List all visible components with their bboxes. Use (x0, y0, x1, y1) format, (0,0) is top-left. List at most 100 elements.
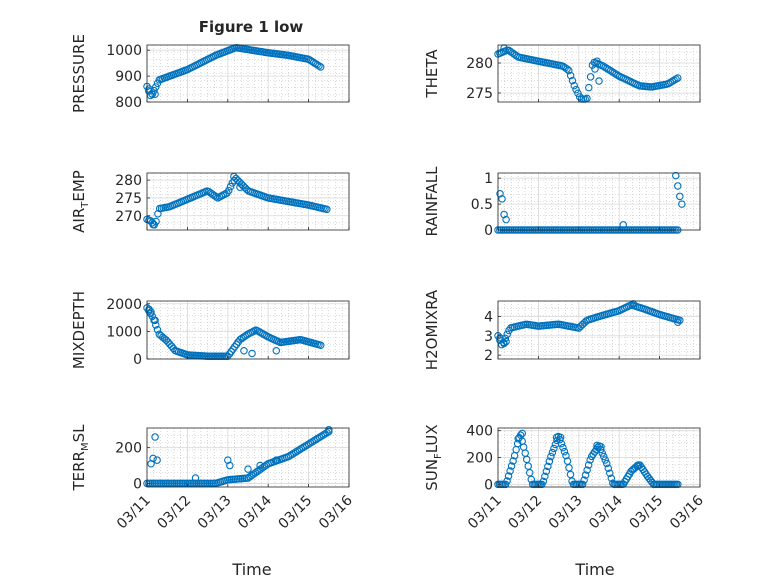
data-point (310, 436, 318, 445)
data-point (151, 316, 159, 325)
y-axis-label: PRESSURE (70, 34, 88, 113)
y-tick-label: 200 (115, 441, 142, 457)
y-axis-label: TERRMSL (70, 424, 91, 492)
y-axis-label: RAINFALL (423, 166, 441, 237)
x-tick-label: 03/16 (667, 492, 707, 532)
data-point (541, 472, 549, 481)
y-tick-label: 0 (133, 352, 142, 368)
subplot-theta: 275 280 THETA (423, 44, 701, 103)
data-point (498, 195, 506, 203)
data-point (147, 308, 155, 316)
data-point (297, 444, 306, 453)
data-point (603, 459, 611, 468)
subplot-h2o_mixing_ratio: 2 3 4 H2OMIXRA (423, 289, 701, 370)
data-point (580, 476, 588, 484)
data-point (514, 434, 522, 443)
data-point (583, 94, 591, 103)
data-point (236, 183, 244, 192)
axes-box (146, 427, 350, 488)
axes-box (497, 300, 701, 360)
data-point (317, 432, 326, 440)
y-tick-label: 1000 (106, 324, 142, 340)
y-tick-label: 0 (484, 223, 493, 239)
data-point (299, 443, 307, 452)
data-point (519, 443, 528, 451)
data-point (596, 445, 605, 454)
y-axis-label: THETA (423, 49, 441, 99)
y-tick-label: 0.5 (471, 197, 493, 213)
data-point (570, 81, 579, 90)
data-point (674, 74, 682, 82)
y-tick-label: 0 (133, 476, 142, 492)
x-axis-label-left: Time (231, 560, 271, 579)
axes-box (146, 172, 350, 231)
data-point (154, 210, 162, 218)
data-point (272, 346, 281, 355)
data-point (522, 455, 531, 464)
y-tick-label: 800 (115, 95, 142, 111)
data-point (568, 76, 577, 85)
data-point (559, 443, 567, 452)
y-tick-label: 280 (466, 56, 493, 72)
data-point (606, 469, 614, 477)
figure-title: Figure 1 low (199, 18, 304, 36)
data-point (586, 73, 595, 81)
data-point (301, 442, 309, 451)
data-point (272, 456, 281, 464)
data-point (585, 83, 593, 92)
data-point (550, 444, 558, 453)
y-tick-label: 4 (484, 309, 493, 325)
data-point (500, 339, 508, 348)
data-point (226, 182, 235, 191)
data-point (152, 321, 160, 329)
data-point (240, 346, 248, 355)
data-point (312, 435, 320, 444)
data-point (230, 176, 238, 185)
data-point (153, 326, 162, 334)
data-point (572, 85, 580, 94)
data-point (191, 474, 200, 482)
data-point (566, 71, 575, 80)
x-tick-label: 03/12 (505, 493, 545, 533)
data-point (149, 220, 157, 229)
data-point (674, 318, 682, 327)
x-tick-label: 03/16 (316, 492, 356, 532)
data-point (290, 449, 298, 457)
x-tick-label: 03/13 (195, 493, 235, 533)
data-point (524, 462, 532, 470)
data-point (304, 440, 313, 448)
data-point (552, 433, 561, 442)
data-point (542, 467, 551, 476)
data-point (547, 452, 555, 461)
data-point (593, 441, 601, 450)
data-point (604, 464, 613, 472)
x-tick-label: 03/14 (586, 492, 626, 532)
data-point (574, 89, 582, 97)
data-point (678, 200, 686, 208)
data-point (308, 438, 317, 446)
y-axis-label: AIRTEMP (70, 170, 91, 233)
data-point (223, 352, 232, 360)
x-axis-label-right: Time (574, 560, 614, 579)
data-point (224, 186, 233, 195)
x-tick-label: 03/11 (114, 493, 154, 533)
data-point (566, 470, 575, 479)
data-point (664, 79, 673, 88)
y-tick-label: 200 (466, 451, 493, 467)
data-point (539, 477, 548, 486)
data-point (315, 62, 323, 70)
data-point (674, 182, 682, 190)
axes-box (146, 44, 350, 103)
data-point (668, 77, 677, 85)
data-point (676, 316, 684, 325)
y-tick-label: 275 (466, 86, 493, 102)
y-tick-label: 270 (115, 209, 142, 225)
data-point (323, 205, 331, 214)
data-point (674, 480, 682, 489)
data-point (152, 83, 160, 91)
data-point (676, 192, 684, 201)
data-point (563, 457, 572, 465)
data-point (316, 341, 325, 349)
data-point (600, 452, 608, 461)
data-point (578, 320, 587, 329)
